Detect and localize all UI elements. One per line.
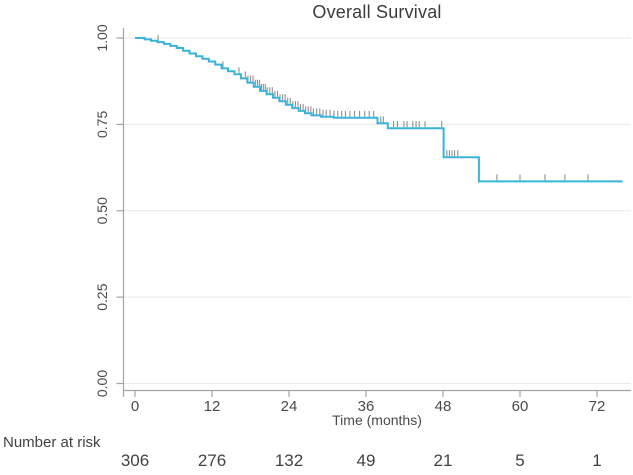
- risk-count: 1: [592, 451, 602, 470]
- risk-count: 276: [197, 451, 227, 470]
- x-tick-label: 12: [204, 398, 221, 415]
- x-tick-label: 0: [131, 398, 139, 415]
- x-tick-label: 24: [281, 398, 298, 415]
- y-tick-label: 0.75: [94, 111, 110, 138]
- x-axis-title: Time (months): [332, 412, 422, 428]
- risk-count: 21: [433, 451, 453, 470]
- y-axis-tick-labels: 0.00 0.25 0.50 0.75 1.00: [94, 24, 110, 397]
- x-tick-label: 60: [512, 398, 529, 415]
- axis-tick-marks: [116, 37, 598, 397]
- y-tick-label: 0.50: [94, 197, 110, 224]
- x-tick-label: 72: [589, 398, 606, 415]
- risk-count: 49: [356, 451, 376, 470]
- chart-title: Overall Survival: [312, 2, 442, 22]
- axis-lines: [122, 28, 631, 397]
- censor-tick-marks: [157, 35, 589, 181]
- x-tick-label: 48: [435, 398, 452, 415]
- horizontal-gridlines: [123, 37, 631, 384]
- x-tick-label: 36: [358, 398, 375, 415]
- number-at-risk-label: Number at risk: [3, 434, 101, 451]
- y-tick-label: 0.00: [94, 370, 110, 397]
- risk-count: 306: [120, 451, 150, 470]
- risk-count: 5: [515, 451, 525, 470]
- survival-step-curve: [135, 37, 623, 183]
- x-axis-tick-labels: 0 12 24 36 48 60 72: [131, 398, 606, 415]
- y-tick-label: 0.25: [94, 283, 110, 310]
- y-tick-label: 1.00: [94, 24, 110, 51]
- risk-count: 132: [274, 451, 304, 470]
- km-curve-path: [135, 37, 623, 183]
